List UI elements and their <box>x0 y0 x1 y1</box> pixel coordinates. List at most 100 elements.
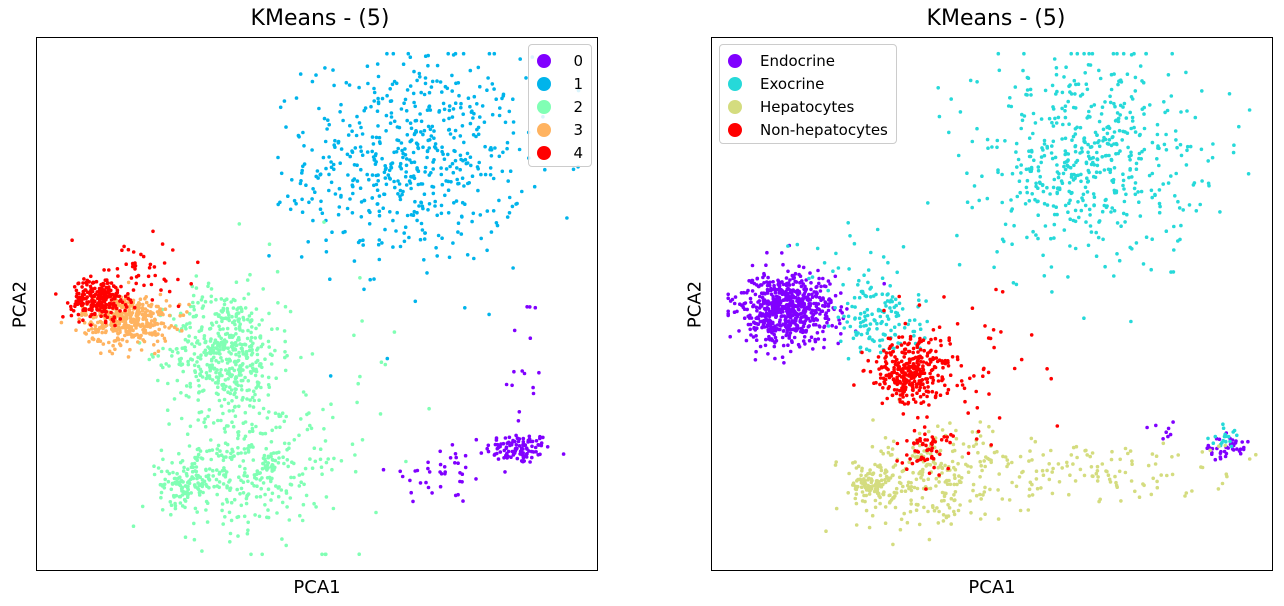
data-point <box>937 509 941 514</box>
data-point <box>180 346 185 351</box>
data-point <box>1040 468 1045 473</box>
data-point <box>318 447 323 452</box>
data-point <box>1015 194 1020 199</box>
data-point <box>937 473 941 477</box>
data-point <box>1133 181 1138 185</box>
data-point <box>1073 208 1078 213</box>
data-point <box>975 80 979 84</box>
data-point <box>895 441 900 446</box>
data-point <box>753 358 758 362</box>
data-point <box>801 324 806 329</box>
data-point <box>1185 144 1190 149</box>
data-point <box>1019 357 1024 362</box>
data-point <box>983 512 987 516</box>
data-point <box>198 367 203 372</box>
data-point <box>505 441 510 446</box>
data-point <box>929 337 933 342</box>
data-point <box>893 332 897 337</box>
data-point <box>438 462 443 467</box>
data-point <box>403 153 408 157</box>
data-point <box>1012 223 1016 228</box>
data-point <box>944 479 949 483</box>
data-point <box>378 412 383 416</box>
data-point <box>865 331 870 336</box>
data-point <box>1206 159 1210 163</box>
data-point <box>762 273 767 277</box>
data-point <box>434 246 438 250</box>
data-point <box>1050 144 1054 148</box>
data-point <box>100 330 104 335</box>
data-point <box>868 489 872 493</box>
data-point <box>883 480 888 485</box>
data-point <box>132 305 137 310</box>
data-point <box>269 362 274 366</box>
data-point <box>863 293 867 298</box>
data-point <box>825 320 829 325</box>
data-point <box>1034 233 1038 237</box>
data-point <box>1140 149 1144 154</box>
data-point <box>979 463 983 468</box>
data-point <box>777 327 781 332</box>
legend-label: 0 <box>573 51 583 70</box>
data-point <box>331 162 336 167</box>
data-point <box>237 475 241 480</box>
data-point <box>925 354 930 358</box>
data-point <box>275 269 280 274</box>
data-point <box>260 552 264 557</box>
data-point <box>941 513 946 517</box>
data-point <box>937 480 941 484</box>
data-point <box>797 264 801 268</box>
data-point <box>919 339 924 344</box>
data-point <box>106 291 111 295</box>
data-point <box>116 274 120 278</box>
data-point <box>254 495 259 499</box>
data-point <box>945 391 950 396</box>
data-point <box>262 453 267 458</box>
data-point <box>223 473 228 477</box>
data-point <box>244 352 249 357</box>
data-point <box>860 481 865 485</box>
data-point <box>925 415 929 419</box>
data-point <box>185 486 190 490</box>
data-point <box>388 121 393 125</box>
data-point <box>988 336 993 341</box>
data-point <box>331 506 336 511</box>
data-point <box>245 278 250 282</box>
data-point <box>823 301 828 305</box>
legend-item: Exocrine <box>728 72 888 95</box>
data-point <box>320 211 325 215</box>
data-point <box>470 109 474 113</box>
data-point <box>115 336 120 340</box>
data-point <box>1064 65 1068 69</box>
data-point <box>514 443 519 447</box>
data-point <box>888 344 893 349</box>
data-point <box>323 66 327 70</box>
data-point <box>862 368 866 373</box>
data-point <box>1191 183 1196 187</box>
data-point <box>90 305 95 309</box>
data-point <box>1056 115 1061 120</box>
data-point <box>810 295 815 300</box>
data-point <box>186 467 190 472</box>
data-point <box>358 276 362 280</box>
data-point <box>1142 147 1147 152</box>
data-point <box>228 488 232 493</box>
data-point <box>446 211 451 215</box>
legend-marker-icon <box>537 99 552 114</box>
data-point <box>166 381 170 386</box>
data-point <box>409 490 414 495</box>
data-point <box>366 81 370 86</box>
data-point <box>902 326 907 330</box>
data-point <box>754 338 759 343</box>
data-point <box>1157 210 1162 215</box>
data-point <box>1136 190 1140 194</box>
legend-item: Non-hepatocytes <box>728 118 888 141</box>
left-series-0 <box>381 305 566 504</box>
data-point <box>177 451 181 456</box>
data-point <box>267 254 271 258</box>
data-point <box>932 508 937 513</box>
data-point <box>956 461 960 466</box>
data-point <box>939 461 944 466</box>
data-point <box>289 475 293 480</box>
data-point <box>126 280 131 285</box>
